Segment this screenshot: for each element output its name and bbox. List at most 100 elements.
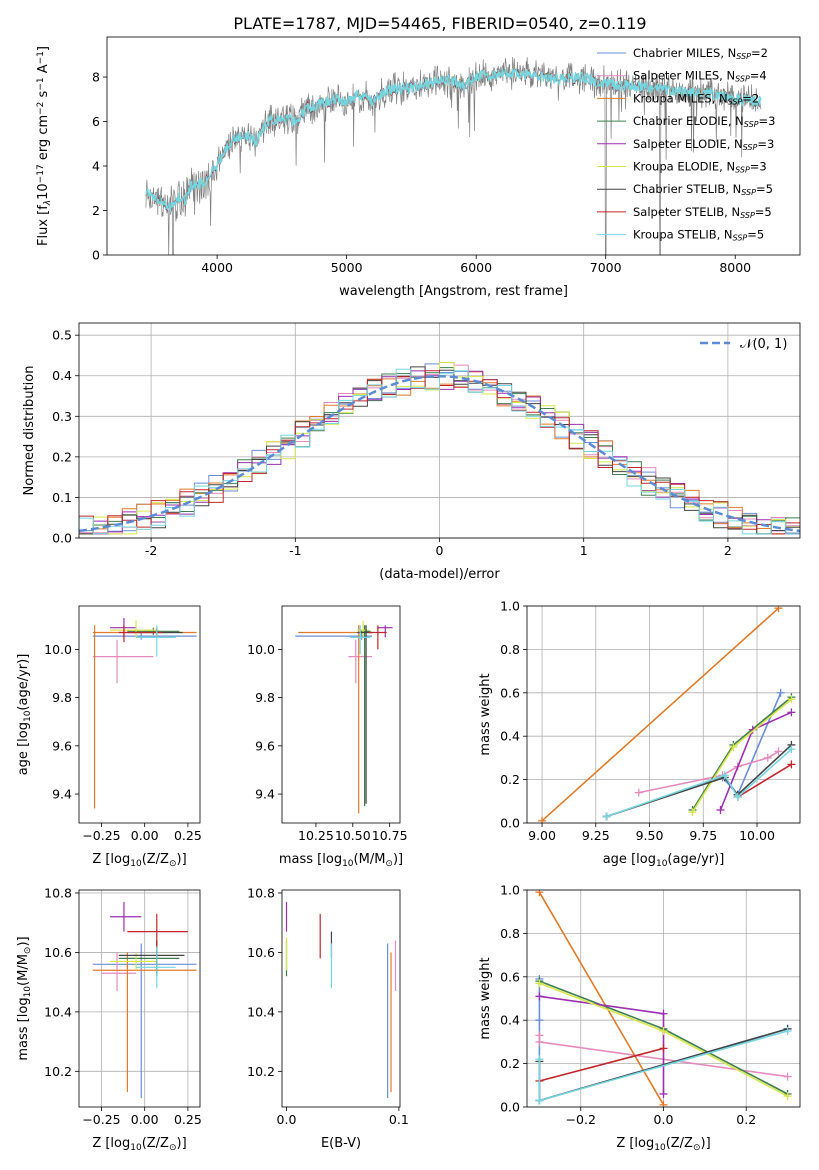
point-7	[118, 625, 162, 643]
point-1	[92, 639, 154, 684]
x-tick-label: 0.1	[389, 1112, 409, 1127]
x-tick-label: −0.25	[82, 828, 120, 843]
label-text: Z [log	[92, 1136, 130, 1151]
legend-count: =2	[742, 91, 759, 105]
series-line-7	[737, 763, 792, 798]
y-tick-label: 10.0	[44, 642, 72, 657]
x-tick-label: 0.00	[131, 828, 159, 843]
legend-count: =5	[756, 182, 773, 196]
label-subscript: ⊙	[169, 859, 177, 869]
point-5	[110, 620, 159, 638]
y-tick-label: 0.0	[500, 816, 520, 831]
label-subscript: 10	[130, 859, 142, 869]
label-text: )]	[177, 1136, 187, 1151]
legend-name: Chabrier MILES, N	[633, 46, 736, 60]
massweight-vs-Z-axes: −0.2 0.0 0.2 0.0 0.2 0.4 0.6 0.8 1.0 Z [log10(Z/Z…	[478, 883, 801, 1153]
y-tick-label: 8	[92, 70, 100, 85]
label-subscript: 10	[342, 859, 354, 869]
massweight-vs-age-frame	[526, 605, 801, 824]
x-tick-label: 0.0	[654, 1112, 674, 1127]
x-tick-label: 0.2	[736, 1112, 756, 1127]
y-tick-label: 1.0	[500, 883, 520, 898]
series-marker	[535, 1037, 544, 1046]
model-line-best	[145, 67, 762, 213]
histogram-8	[79, 368, 800, 538]
residuals-frame	[78, 322, 801, 539]
age-vs-Z-xlabel: Z [log10(Z/Z⊙)]	[92, 852, 186, 869]
label-text: Z [log	[616, 1136, 654, 1151]
label-text: (M/M	[354, 852, 386, 867]
y-tick-label: 0.2	[52, 449, 72, 464]
y-tick-label: 0.6	[500, 969, 520, 984]
x-tick-label: 6000	[460, 260, 492, 275]
series-line-8	[606, 748, 792, 818]
series-line-0	[606, 692, 782, 818]
x-tick-label: 4000	[201, 260, 233, 275]
legend-entry: Chabrier STELIB, NSSP=5	[633, 182, 773, 197]
series-line-2	[541, 607, 780, 822]
legend-subscript: SSP	[733, 234, 748, 243]
mass-vs-EBV-frame	[281, 889, 401, 1108]
point-8	[136, 946, 176, 989]
series-marker	[787, 708, 796, 717]
spectrum-xlabel: wavelength [Angstrom, rest frame]	[339, 284, 568, 299]
label-part: 10	[36, 183, 51, 200]
y-tick-label: 2	[92, 203, 100, 218]
point-2	[92, 952, 197, 1093]
y-tick-label: 0.4	[500, 1013, 520, 1028]
label-part: ]	[36, 46, 51, 51]
massweight-vs-Z-xlabel: Z [log10(Z/Z⊙)]	[616, 1136, 710, 1153]
mass-vs-Z-frame	[78, 889, 201, 1108]
label-text: mass [log	[16, 997, 31, 1060]
y-tick-label: 0.2	[500, 1056, 520, 1071]
mass-vs-Z-plot-area	[92, 901, 197, 1099]
legend-count: =3	[757, 137, 774, 151]
label-subscript: 10	[654, 1143, 666, 1153]
label-subscript: 10	[23, 986, 33, 998]
y-tick-label: 10.4	[44, 1004, 72, 1019]
y-tick-label: 9.8	[52, 690, 72, 705]
x-tick-label: 10.50	[335, 828, 371, 843]
x-tick-label: 0.0	[277, 1112, 297, 1127]
series-marker	[535, 1096, 544, 1105]
label-text: (age/yr)]	[16, 654, 31, 711]
legend-count: =3	[750, 160, 767, 174]
legend-name: Kroupa ELODIE, N	[633, 160, 735, 174]
point-2	[92, 625, 197, 809]
series-marker	[535, 992, 544, 1001]
age-vs-mass-xlabel: mass [log10(M/M⊙)]	[279, 852, 403, 869]
x-tick-label: 8000	[719, 260, 751, 275]
legend-subscript: SSP	[741, 189, 756, 198]
age-vs-Z-axes: −0.25 0.00 0.259.49.69.810.0Z [log10(Z/Z⊙)…	[16, 605, 202, 869]
label-text: (age/yr)]	[667, 852, 724, 867]
series-marker	[783, 1072, 792, 1081]
legend-subscript: SSP	[735, 75, 750, 84]
point-6	[118, 940, 185, 974]
legend-entry: Salpeter MILES, NSSP=4	[633, 69, 767, 84]
mass-vs-EBV-plot-area	[285, 901, 397, 1099]
label-text: )]	[16, 936, 31, 946]
series-marker	[774, 606, 783, 613]
y-tick-label: 10.8	[247, 885, 275, 900]
x-tick-label: 2	[724, 543, 732, 558]
series-marker	[787, 695, 796, 704]
label-subscript: 10	[130, 1143, 142, 1153]
series-marker	[659, 1027, 668, 1036]
series-marker	[634, 788, 643, 797]
y-tick-label: 0	[92, 248, 100, 263]
label-text: age [log	[603, 852, 656, 867]
massweight-vs-Z-plot-area	[535, 890, 792, 1107]
chart-layer: 4000 5000 6000 7000 8000 0 2 4 6 8 wavelength [Ang…	[16, 36, 801, 1153]
spectrum-frame	[106, 36, 801, 256]
label-superscript: −1	[36, 77, 46, 90]
spectrum-ylabel: Flux [fλ10−17 erg cm−2 s−1 A−1]	[36, 46, 53, 246]
legend-name: Salpeter MILES, N	[633, 69, 735, 83]
series-marker	[659, 1100, 668, 1107]
mass-vs-EBV-xlabel: E(B-V)	[321, 1136, 361, 1151]
point-5	[357, 620, 370, 638]
massweight-vs-Z-frame	[526, 889, 801, 1108]
massweight-vs-age-xlabel: age [log10(age/yr)]	[603, 852, 725, 869]
x-tick-label: 9.50	[636, 828, 664, 843]
label-text: mass [log	[279, 852, 342, 867]
